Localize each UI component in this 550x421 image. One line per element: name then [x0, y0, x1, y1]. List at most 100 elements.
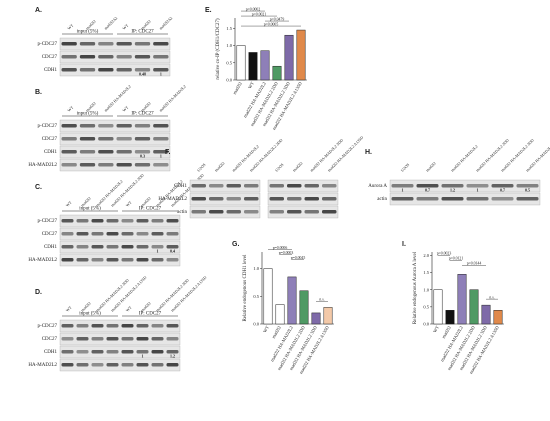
lane-label: mad2l2Δ2	[103, 15, 118, 30]
blot-band	[76, 350, 89, 354]
blot-band	[61, 150, 77, 154]
row-label: HA-MAD2L2	[158, 197, 187, 202]
quant-label: 1	[477, 188, 479, 193]
y-tick-label: 1.5	[423, 270, 429, 275]
blot-band	[76, 219, 89, 223]
row-label: CDH1	[44, 245, 58, 250]
blot-strip	[189, 192, 261, 206]
blot-band	[244, 184, 259, 188]
bar	[263, 268, 273, 325]
row-label: CDC27	[42, 55, 58, 60]
blot-band	[191, 197, 206, 201]
blot-band	[153, 124, 169, 128]
sig-label: p=0.0144	[467, 261, 482, 265]
blot-band	[466, 197, 489, 201]
blot-band	[466, 184, 489, 188]
blot-band	[304, 184, 319, 188]
blot-band	[116, 68, 132, 72]
bar	[323, 307, 333, 325]
blot-band	[491, 197, 514, 201]
blot-strip	[59, 253, 181, 267]
blot-band	[151, 219, 164, 223]
x-tick-label: mad2l2	[232, 81, 243, 95]
y-tick-label: 1.0	[423, 287, 429, 292]
blot-band	[209, 210, 224, 214]
blot-band	[76, 245, 89, 249]
row-label: CDC27	[42, 232, 58, 237]
blot-band	[226, 210, 241, 214]
blot-band	[151, 258, 164, 262]
sig-label: p=0.0006	[273, 246, 288, 250]
blot-band	[106, 245, 119, 249]
blot-strip	[59, 132, 171, 146]
bar	[445, 310, 455, 325]
y-axis-label: Relative endogenous CDH1 level	[243, 254, 248, 322]
lane-label: WT	[125, 304, 133, 312]
y-axis-label: relative co-IP (CDH1/CDC27)	[216, 18, 221, 80]
blot-strip	[189, 179, 261, 193]
row-label: CDH1	[44, 68, 58, 73]
blot-band	[116, 137, 132, 141]
bar	[433, 289, 443, 325]
blot-band	[91, 219, 104, 223]
lane-label: WT	[66, 104, 74, 112]
blot-band	[153, 163, 169, 167]
sig-label: p=0.0005	[264, 22, 279, 26]
quant-label: 0.3	[140, 154, 145, 159]
bar	[493, 310, 503, 325]
lane-label: mad2l2	[291, 161, 303, 173]
blot-band	[61, 232, 74, 236]
blot-strip	[59, 227, 181, 241]
lane-label: mad2l2Δ2	[158, 15, 173, 30]
y-tick-label: 1.0	[226, 43, 232, 48]
blot-band	[166, 363, 179, 367]
blot-strip	[267, 179, 339, 193]
blot-band	[106, 219, 119, 223]
group-label: IP: CDC27	[131, 112, 154, 117]
y-tick-label: 1.5	[226, 26, 232, 31]
blot-band	[136, 337, 149, 341]
row-label: actin	[377, 197, 387, 202]
x-tick-label: WT	[432, 325, 440, 334]
lane-label: WT	[65, 304, 73, 312]
lane-label: U2OS	[196, 162, 207, 173]
blot-band	[151, 232, 164, 236]
blot-band	[136, 232, 149, 236]
quant-label: 1	[160, 72, 162, 77]
blot-band	[121, 258, 134, 262]
blot-band	[116, 42, 132, 46]
blot-band	[79, 124, 96, 128]
blot-band	[151, 245, 164, 249]
blot-strip	[189, 205, 261, 219]
blot-band	[136, 219, 149, 223]
blot-strip	[59, 63, 171, 77]
blot-band	[116, 124, 132, 128]
x-tick-label: WT	[247, 81, 255, 90]
y-tick-label: 0.5	[253, 294, 259, 299]
blot-band	[98, 137, 114, 141]
blot-band	[106, 350, 119, 354]
panel-label: I.	[402, 241, 406, 248]
blot-band	[91, 258, 104, 262]
panel-label: E.	[205, 7, 212, 14]
blot-band	[61, 324, 74, 328]
blot-band	[61, 350, 74, 354]
sig-label: p=0.0121	[449, 256, 464, 260]
group-label: input (5%)	[79, 312, 101, 317]
blot-band	[287, 197, 302, 201]
row-label: CDC27	[42, 337, 58, 342]
blot-band	[91, 350, 104, 354]
blot-band	[209, 184, 224, 188]
blot-band	[166, 350, 179, 354]
blot-strip	[59, 37, 171, 51]
blot-band	[136, 245, 149, 249]
blot-band	[516, 197, 539, 201]
quant-label: 0.48	[139, 72, 146, 77]
blot-band	[76, 324, 89, 328]
blot-band	[116, 150, 132, 154]
blot-band	[76, 232, 89, 236]
bar	[311, 312, 321, 325]
blot-strip	[59, 345, 181, 359]
blot-band	[416, 197, 439, 201]
blot-band	[98, 150, 114, 154]
